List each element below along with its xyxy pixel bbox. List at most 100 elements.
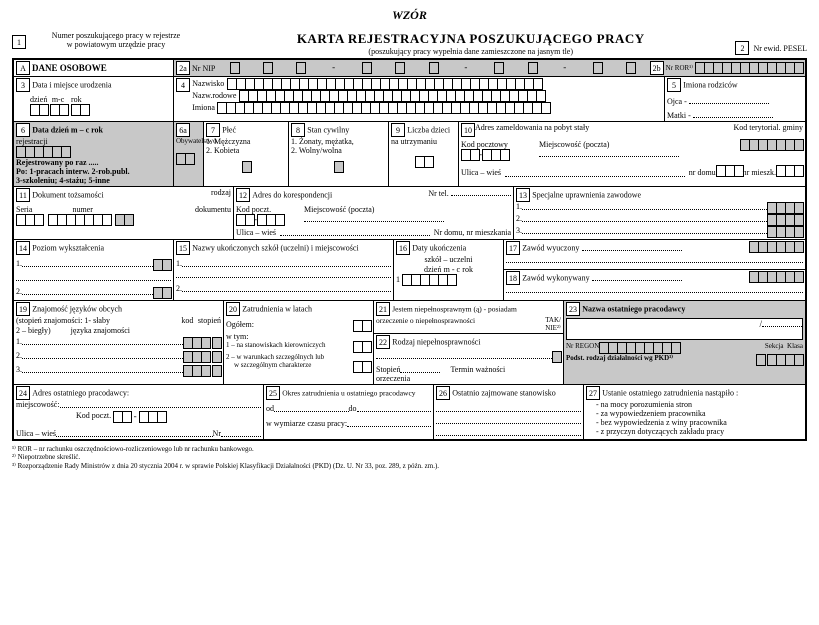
- box-3: 3: [16, 78, 30, 92]
- f4c: Imiona: [192, 103, 215, 112]
- f27a: - na mocy porozumienia stron: [596, 400, 803, 409]
- f9: Liczba dzieci: [407, 126, 450, 135]
- box-13: 13: [516, 188, 530, 202]
- form-main: A DANE OSOBOWE 2a Nr NIP - - - 2b Nr ROR…: [12, 58, 807, 441]
- f6d: 3-szkoleniu; 4-stażu; 5-inne: [16, 176, 171, 185]
- footnotes: ¹⁾ ROR – nr rachunku oszczędnościowo-roz…: [12, 445, 807, 470]
- f24a: miejscowość:: [16, 400, 60, 409]
- form-page: WZÓR 1 Numer poszukującego pracy w rejes…: [0, 0, 819, 478]
- f23d: Podst. rodzaj działalności wg PKD³⁾: [566, 354, 673, 366]
- f27d: - z przyczyn dotyczących zakładu pracy: [596, 427, 803, 436]
- f15: Nazwy ukończonych szkół (uczelni) i miej…: [192, 244, 358, 253]
- box-1: 1: [12, 35, 26, 49]
- box-24: 24: [16, 386, 30, 400]
- f20b: w tym:: [226, 332, 371, 341]
- fn3: ³⁾ Rozporządzenie Rady Ministrów z dnia …: [12, 462, 807, 470]
- f6h: Data dzień m – c rok: [32, 126, 103, 135]
- f22a: Stopień: [376, 365, 400, 374]
- f26: Ostatnio zajmowane stanowisko: [452, 389, 556, 398]
- f9a: na utrzymaniu: [391, 137, 456, 146]
- row-24-27: 24 Adres ostatniego pracodawcy: miejscow…: [14, 385, 805, 439]
- f5: Imiona rodziców: [683, 81, 737, 90]
- f20c: 1 – na stanowiskach kierowniczych: [226, 341, 326, 353]
- box-4: 4: [176, 78, 190, 92]
- f19d: stopień: [198, 316, 221, 326]
- f3b: m-c: [52, 95, 64, 104]
- box-27: 27: [586, 386, 600, 400]
- f14: Poziom wykształcenia: [32, 244, 104, 253]
- box-7: 7: [206, 123, 220, 137]
- f27: Ustanie ostatniego zatrudnienia nastąpił…: [602, 389, 738, 398]
- f16: Daty ukończenia: [412, 244, 466, 253]
- box-16: 16: [396, 241, 410, 255]
- f25b: do: [349, 404, 357, 413]
- nr-pesel-label: Nr ewid. PESEL: [753, 44, 807, 53]
- box-9: 9: [391, 123, 405, 137]
- box-17: 17: [506, 241, 520, 255]
- fn2: ²⁾ Niepotrzebne skreślić.: [12, 453, 807, 461]
- f25a: od: [266, 404, 274, 413]
- f6c: Po: 1-pracach interw. 2-rob.publ.: [16, 167, 171, 176]
- reg-number-caption: Numer poszukującego pracy w rejestrze w …: [26, 31, 206, 49]
- box-6: 6: [16, 123, 30, 137]
- f12t: Nr tel.: [428, 189, 448, 198]
- f24c: Ulica – wieś: [16, 429, 56, 438]
- f20: Zatrudnienia w latach: [242, 305, 312, 314]
- row-19-23: 19 Znajomość języków obcych (stopień zna…: [14, 301, 805, 385]
- f16c: m - c: [444, 265, 460, 274]
- f10c: Miejscowość (poczta): [539, 140, 609, 149]
- f12a: Kod poczt.: [236, 205, 271, 214]
- f11a: Seria: [16, 205, 32, 214]
- f23b: Sekcja: [765, 342, 784, 350]
- f19e: języka znajomości: [71, 326, 130, 335]
- box-2a: 2a: [176, 61, 190, 75]
- f27b: - za wypowiedzeniem pracownika: [596, 409, 803, 418]
- f10b: Kod pocztowy: [461, 140, 508, 149]
- f7: Płeć: [222, 126, 236, 135]
- f13: Specjalne uprawnienia zawodowe: [532, 191, 641, 200]
- box-21: 21: [376, 302, 390, 316]
- row-14-18: 14 Poziom wykształcenia 1. 2. 15 Nazwy u…: [14, 240, 805, 301]
- box-22: 22: [376, 335, 390, 349]
- f16a: szkół – uczelni: [396, 255, 501, 264]
- f23a: Nr REGON: [566, 342, 599, 354]
- f3a: dzień: [30, 95, 47, 104]
- f19c: kod: [181, 316, 193, 326]
- f19: Znajomość języków obcych: [32, 305, 122, 314]
- regnum-l1: Numer poszukującego pracy w rejestrze: [26, 31, 206, 40]
- f5b: Matki -: [667, 111, 691, 120]
- row-3-4-5: 3 Data i miejsce urodzenia dzień m-c rok…: [14, 77, 805, 122]
- f20e: w szczególnym charakterze: [234, 361, 311, 373]
- f16b: dzień: [424, 265, 441, 274]
- f11: Dokument tożsamości: [32, 191, 103, 200]
- f17: Zawód wyuczony: [522, 244, 579, 253]
- f6b: Rejestrowany po raz .....: [16, 158, 171, 167]
- box-11: 11: [16, 188, 30, 202]
- wzor-label: WZÓR: [12, 8, 807, 23]
- f24d: Nr: [213, 429, 221, 438]
- box-10: 10: [461, 123, 475, 137]
- f8: Stan cywilny: [307, 126, 349, 135]
- form-subtitle: (poszukujący pracy wypełnia dane zamiesz…: [206, 47, 735, 56]
- f6a: rejestracji: [16, 137, 171, 146]
- f3c: rok: [71, 95, 82, 104]
- box-15: 15: [176, 241, 190, 255]
- box-25: 25: [266, 386, 280, 400]
- f11b: numer: [72, 205, 92, 214]
- nrror-label: Nr ROR¹⁾: [666, 64, 693, 72]
- f22c: orzeczenia: [376, 374, 561, 383]
- box-19: 19: [16, 302, 30, 316]
- f22b: Termin ważności: [450, 365, 505, 374]
- row-6-10: 6 Data dzień m – c rok rejestracji Rejes…: [14, 122, 805, 187]
- box-23: 23: [566, 302, 580, 316]
- f21: Jestem niepełnosprawnym (ą) - posiadam: [392, 305, 517, 314]
- f4a: Nazwisko: [192, 79, 224, 88]
- f3: Data i miejsce urodzenia: [32, 81, 111, 90]
- f10e: nr domu: [689, 168, 716, 177]
- f7b: 2. Kobieta: [206, 146, 286, 155]
- row-section-a: A DANE OSOBOWE 2a Nr NIP - - - 2b Nr ROR…: [14, 60, 805, 77]
- box-2b: 2b: [650, 61, 664, 75]
- box-6a: 6a: [176, 123, 190, 137]
- f24b: Kod poczt.: [76, 411, 111, 423]
- f5a: Ojca -: [667, 97, 687, 106]
